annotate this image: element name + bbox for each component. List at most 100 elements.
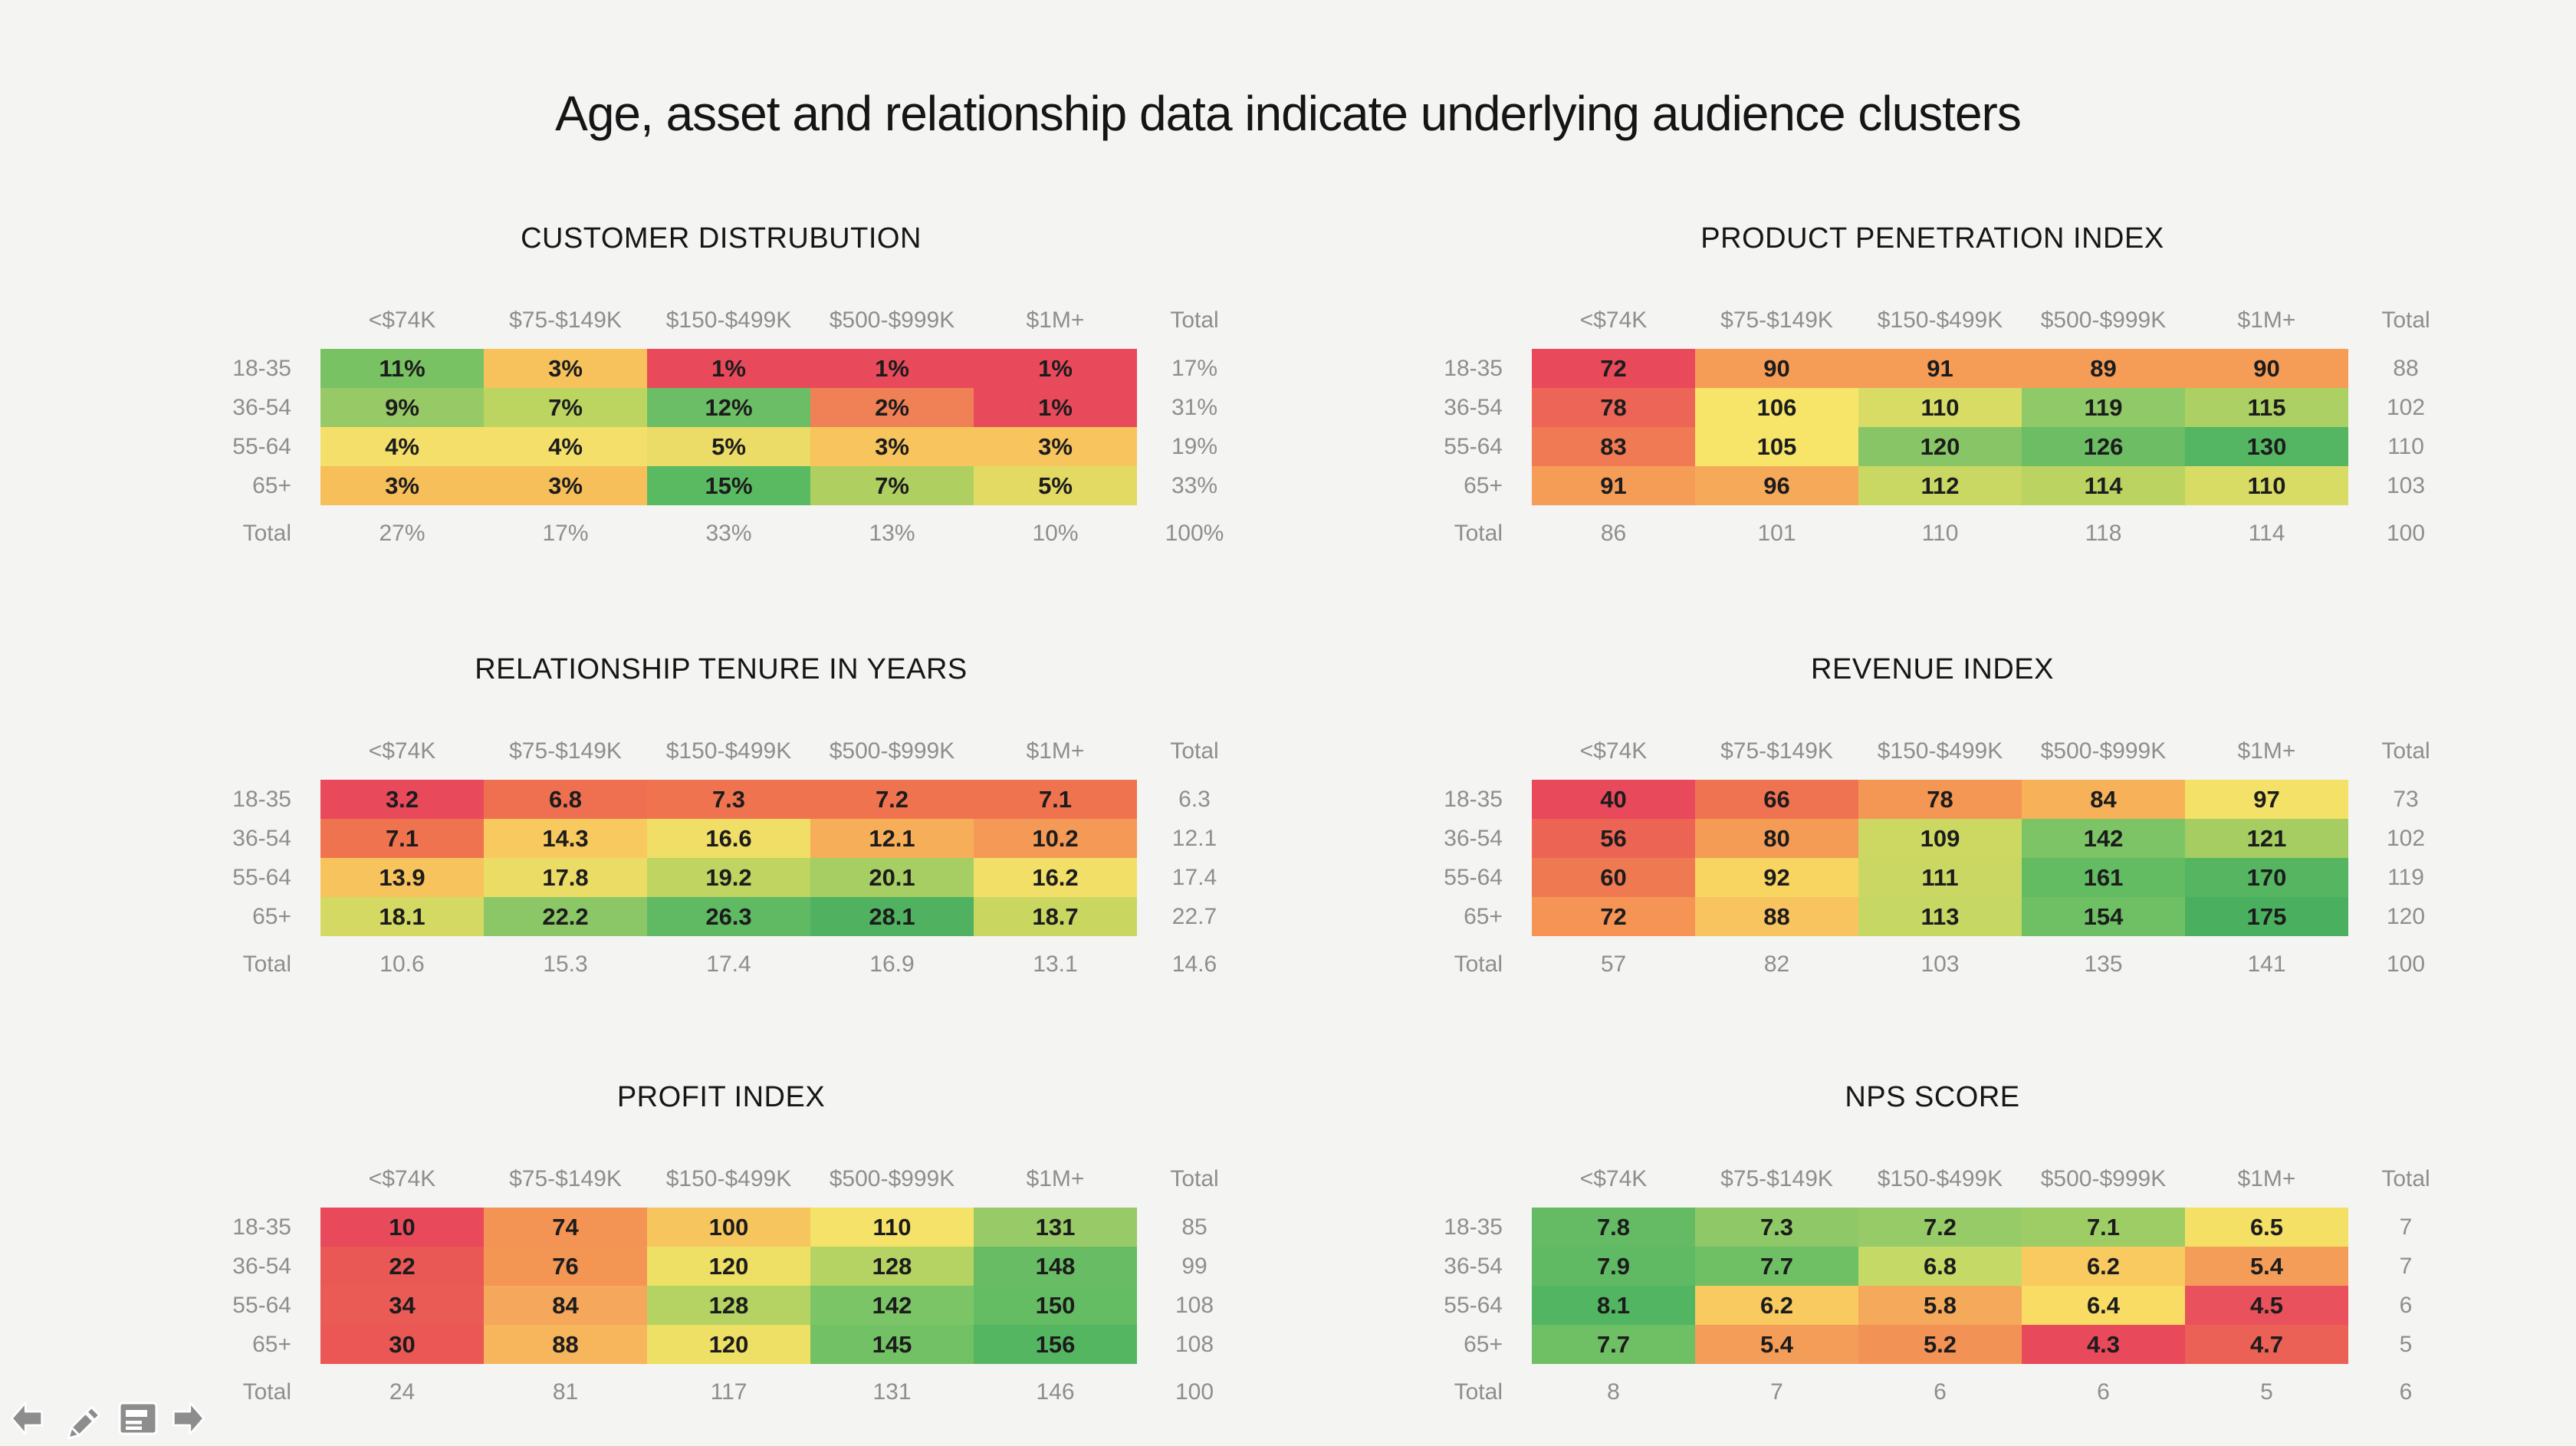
row-total-value: 5 <box>2399 1331 2413 1357</box>
heatmap-cell: 1% <box>647 349 810 388</box>
total-row: Total 86 101 110 118 114 100 <box>1401 516 2463 551</box>
total-row: Total 27% 17% 33% 13% 10% 100% <box>190 516 1252 551</box>
row-label: 65+ <box>252 903 291 929</box>
heatmap-cell: 6.8 <box>484 780 647 819</box>
heatmap-cell: 7.7 <box>1532 1325 1695 1364</box>
heatmap-cell: 120 <box>647 1325 810 1364</box>
table-title: PROFIT INDEX <box>616 1081 826 1113</box>
column-header: $500-$999K <box>2040 738 2167 764</box>
heatmap-cell: 4% <box>484 427 647 466</box>
heatmap-cell: 5% <box>647 427 810 466</box>
column-total-value: 8 <box>1607 1379 1620 1405</box>
heatmap-cell: 66 <box>1695 780 1858 819</box>
heatmap-cell: 88 <box>484 1325 647 1364</box>
row-label: 65+ <box>252 1331 291 1357</box>
heatmap-cell: 4% <box>320 427 484 466</box>
heatmap-cell: 7.1 <box>2022 1208 2185 1247</box>
row-total-value: 17.4 <box>1171 864 1217 890</box>
row-total-value: 7 <box>2399 1253 2413 1279</box>
table-row: 55-64 34 84 128 142 150 108 <box>190 1286 1252 1325</box>
total-row-label: Total <box>1454 521 1503 546</box>
column-total-value: 13% <box>869 521 915 546</box>
heatmap-cell: 110 <box>1858 388 2022 427</box>
notes-icon[interactable] <box>118 1400 158 1437</box>
column-total-value: 131 <box>872 1379 912 1405</box>
heatmap-cell: 1% <box>974 349 1137 388</box>
column-total-value: 141 <box>2247 951 2286 977</box>
table-row: 65+ 30 88 120 145 156 108 <box>190 1325 1252 1364</box>
grand-total-value: 100 <box>2386 951 2426 977</box>
heatmap-cell: 120 <box>1858 427 2022 466</box>
heatmap-cell: 22 <box>320 1247 484 1286</box>
previous-arrow-icon[interactable] <box>8 1395 46 1441</box>
table-row: 36-54 7.9 7.7 6.8 6.2 5.4 7 <box>1401 1247 2463 1286</box>
total-row-label: Total <box>242 521 291 546</box>
table-row: 65+ 3% 3% 15% 7% 5% 33% <box>190 466 1252 505</box>
heatmap-cell: 78 <box>1532 388 1695 427</box>
table-row: 18-35 3.2 6.8 7.3 7.2 7.1 6.3 <box>190 780 1252 819</box>
row-total-value: 85 <box>1181 1214 1208 1240</box>
heatmap-cell: 74 <box>484 1208 647 1247</box>
heatmap-cell: 72 <box>1532 897 1695 936</box>
column-header-row: <$74K $75-$149K $150-$499K $500-$999K $1M+ To… <box>190 303 1252 338</box>
heatmap-cell: 111 <box>1858 858 2022 897</box>
total-column-header: Total <box>1170 1166 1219 1191</box>
heatmap-cell: 17.8 <box>484 858 647 897</box>
presenter-toolbar <box>8 1394 208 1443</box>
heatmap-cell: 115 <box>2185 388 2348 427</box>
heatmap-cell: 4.3 <box>2022 1325 2185 1364</box>
column-header: $150-$499K <box>1877 1166 2003 1191</box>
row-total-value: 119 <box>2387 864 2424 890</box>
heatmap-cell: 156 <box>974 1325 1137 1364</box>
column-total-value: 5 <box>2260 1379 2273 1405</box>
row-total-value: 120 <box>2386 903 2426 929</box>
pencil-icon[interactable] <box>58 1394 107 1443</box>
heatmap-cell: 80 <box>1695 819 1858 858</box>
row-label: 36-54 <box>1444 825 1503 851</box>
table-title: NPS SCORE <box>1845 1081 2020 1113</box>
heatmap-cell: 78 <box>1858 780 2022 819</box>
table-row: 55-64 13.9 17.8 19.2 20.1 16.2 17.4 <box>190 858 1252 897</box>
heatmap-cell: 40 <box>1532 780 1695 819</box>
heatmap-table: CUSTOMER DISTRUBUTION <$74K $75-$149K $150-… <box>190 222 1252 551</box>
heatmap-cell: 120 <box>647 1247 810 1286</box>
heatmap-cell: 145 <box>810 1325 974 1364</box>
column-header-row: <$74K $75-$149K $150-$499K $500-$999K $1M+ To… <box>1401 303 2463 338</box>
total-column-header: Total <box>1170 307 1219 333</box>
column-total-value: 27% <box>379 521 426 546</box>
row-total-value: 31% <box>1171 394 1218 420</box>
heatmap-cell: 7.2 <box>1858 1208 2022 1247</box>
heatmap-cell: 161 <box>2022 858 2185 897</box>
heatmap-cell: 131 <box>974 1208 1137 1247</box>
heatmap-cell: 84 <box>484 1286 647 1325</box>
heatmap-cell: 18.1 <box>320 897 484 936</box>
heatmap-cell: 56 <box>1532 819 1695 858</box>
table-row: 36-54 22 76 120 128 148 99 <box>190 1247 1252 1286</box>
heatmap-cell: 91 <box>1858 349 2022 388</box>
column-header: $500-$999K <box>829 738 955 764</box>
table-row: 18-35 11% 3% 1% 1% 1% 17% <box>190 349 1252 388</box>
heatmap-cell: 13.9 <box>320 858 484 897</box>
next-arrow-icon[interactable] <box>169 1395 208 1441</box>
row-label: 18-35 <box>1444 355 1503 381</box>
heatmap-cell: 76 <box>484 1247 647 1286</box>
heatmap-cell: 16.2 <box>974 858 1137 897</box>
grand-total-value: 100 <box>1175 1379 1214 1405</box>
row-label: 55-64 <box>1444 433 1503 459</box>
row-label: 55-64 <box>232 1292 291 1318</box>
heatmap-cell: 112 <box>1858 466 2022 505</box>
heatmap-cell: 126 <box>2022 427 2185 466</box>
heatmap-cell: 7% <box>484 388 647 427</box>
column-total-value: 81 <box>552 1379 579 1405</box>
heatmap-cell: 6.4 <box>2022 1286 2185 1325</box>
row-label: 18-35 <box>232 786 291 812</box>
heatmap-cell: 113 <box>1858 897 2022 936</box>
column-header: $75-$149K <box>1720 1166 1833 1191</box>
heatmap-cell: 3% <box>320 466 484 505</box>
column-header: <$74K <box>368 738 436 764</box>
total-row-label: Total <box>1454 1379 1503 1405</box>
column-total-value: 146 <box>1036 1379 1075 1405</box>
heatmap-cell: 5.8 <box>1858 1286 2022 1325</box>
heatmap-cell: 100 <box>647 1208 810 1247</box>
column-header: <$74K <box>368 307 436 333</box>
